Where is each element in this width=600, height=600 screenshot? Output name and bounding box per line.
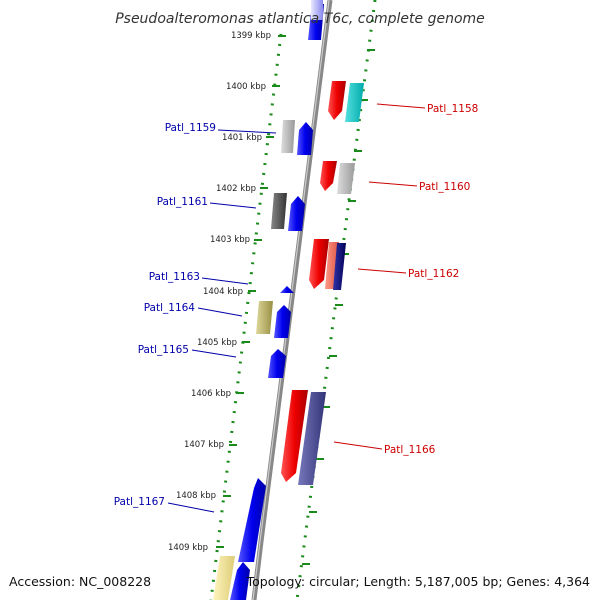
gene-arrow[interactable]	[271, 193, 287, 229]
accession-text: Accession: NC_008228	[9, 574, 151, 589]
leader-line	[201, 277, 249, 285]
leader-line	[376, 103, 426, 109]
gene-arrow[interactable]	[280, 286, 294, 293]
gene-arrow[interactable]	[268, 349, 286, 378]
leader-line	[357, 268, 407, 274]
gene-label-reverse[interactable]: Patl_1159	[165, 122, 216, 134]
gene-label-reverse[interactable]: Patl_1167	[114, 496, 165, 508]
gene-labels: Patl_1159 Patl_1161 Patl_1163 Patl_1164 …	[114, 103, 479, 508]
leader-line	[368, 181, 418, 187]
gene-label-forward[interactable]: Patl_1162	[408, 268, 459, 280]
gene-arrow[interactable]	[281, 390, 308, 482]
gene-arrow[interactable]	[297, 122, 313, 155]
gene-arrow[interactable]	[320, 161, 337, 191]
forward-strand-features	[281, 81, 364, 485]
gene-arrow[interactable]	[256, 301, 273, 334]
gene-arrow[interactable]	[213, 556, 235, 600]
gene-arrow[interactable]	[238, 478, 266, 562]
ruler-tick-label: 1408 kbp	[176, 491, 216, 501]
gene-label-reverse[interactable]: Patl_1163	[149, 271, 200, 283]
gene-label-reverse[interactable]: Patl_1164	[144, 302, 196, 314]
gene-arrow[interactable]	[288, 196, 305, 231]
gene-arrow[interactable]	[281, 120, 295, 153]
ruler-tick-label: 1406 kbp	[191, 389, 231, 399]
leader-line	[333, 441, 383, 450]
gene-arrow[interactable]	[274, 305, 291, 338]
ruler-tick-label: 1404 kbp	[203, 287, 243, 297]
ruler-tick-label: 1409 kbp	[168, 543, 208, 553]
map-title: Pseudoalteromonas atlantica T6c, complet…	[115, 11, 485, 27]
gene-arrow[interactable]	[333, 243, 346, 290]
reverse-strand-features	[213, 0, 324, 600]
genome-summary-text: Topology: circular; Length: 5,187,005 bp…	[246, 574, 590, 589]
leader-line	[167, 502, 215, 513]
leader-line	[197, 307, 243, 317]
ruler-tick-label: 1400 kbp	[226, 82, 266, 92]
gene-arrow[interactable]	[309, 239, 329, 289]
gene-arrow[interactable]	[298, 392, 326, 485]
label-leader-lines	[167, 103, 426, 513]
leader-line	[209, 202, 257, 209]
gene-label-reverse[interactable]: Patl_1165	[138, 344, 189, 356]
gene-arrow[interactable]	[337, 163, 355, 194]
ruler-tick-label: 1403 kbp	[210, 235, 250, 245]
ruler-tick-label: 1405 kbp	[197, 338, 237, 348]
leader-line	[217, 129, 277, 134]
gene-arrow[interactable]	[345, 83, 364, 122]
gene-arrow[interactable]	[230, 562, 250, 600]
gene-label-forward[interactable]: Patl_1166	[384, 444, 436, 456]
ruler-tick-label: 1401 kbp	[222, 133, 262, 143]
gene-arrow[interactable]	[328, 81, 346, 120]
gene-label-forward[interactable]: Patl_1158	[427, 103, 478, 115]
ruler-tick-label: 1399 kbp	[231, 31, 271, 41]
gene-block[interactable]	[311, 0, 323, 20]
gene-label-reverse[interactable]: Patl_1161	[157, 196, 208, 208]
ruler-tick-labels: 1399 kbp 1400 kbp 1401 kbp 1402 kbp 1403…	[168, 31, 271, 553]
gene-label-forward[interactable]: Patl_1160	[419, 181, 470, 193]
ruler-tick-label: 1407 kbp	[184, 440, 224, 450]
leader-line	[191, 349, 237, 358]
gene-arrow[interactable]	[325, 242, 339, 289]
ruler-tick-label: 1402 kbp	[216, 184, 256, 194]
